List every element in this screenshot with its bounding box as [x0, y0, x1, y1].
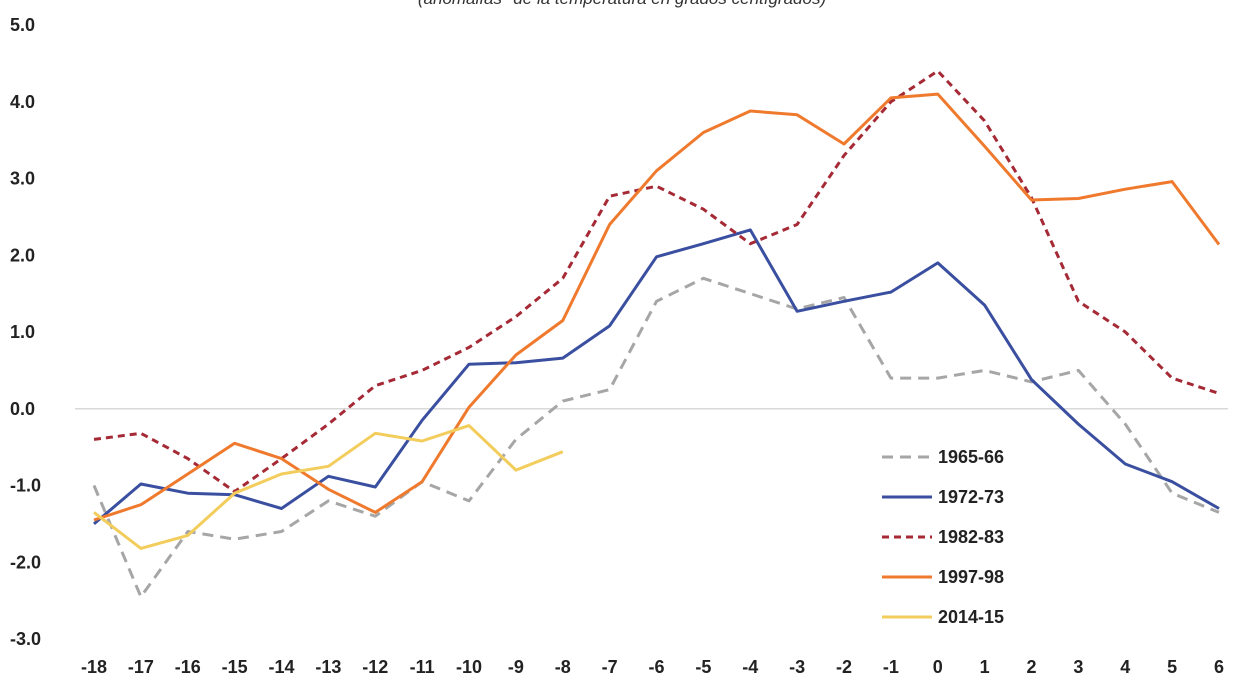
- x-tick-label: -10: [456, 657, 482, 677]
- y-tick-label: 2.0: [10, 245, 35, 265]
- chart-subtitle: (anomalías* de la temperatura en grados …: [418, 0, 826, 8]
- series-line-2014-15: [93, 424, 564, 550]
- x-tick-label: -12: [362, 657, 388, 677]
- x-axis-ticks: -18 -17 -16 -15 -14 -13 -12 -11 -10 -9 -8 -7 -6 -5 -4-…: [81, 657, 1224, 677]
- x-tick-label: -15: [222, 657, 248, 677]
- x-tick-label: -4: [742, 657, 758, 677]
- x-tick-label: -6: [648, 657, 664, 677]
- y-tick-label: 3.0: [10, 169, 35, 189]
- y-tick-label: -2.0: [10, 552, 41, 572]
- legend-label: 1972-73: [938, 487, 1004, 507]
- y-axis-ticks: 5.0 4.0 3.0 2.0 1.0 0.0 -1.0 -2.0 -3.0: [10, 15, 41, 649]
- x-tick-label: -13: [315, 657, 341, 677]
- legend-label: 1965-66: [938, 447, 1004, 467]
- series-line-1997-98: [93, 92, 1221, 522]
- x-tick-label: -5: [695, 657, 711, 677]
- series-line-1982-83: [93, 69, 1220, 494]
- x-tick-label: -11: [410, 657, 435, 677]
- x-tick-label: 0: [933, 657, 943, 677]
- x-tick-label: -8: [555, 657, 571, 677]
- x-tick-label: 2: [1026, 657, 1036, 677]
- x-tick-label: 3: [1073, 657, 1083, 677]
- x-tick-label: 6: [1214, 657, 1224, 677]
- y-tick-label: 4.0: [10, 92, 35, 112]
- series-lines: [92, 69, 1221, 599]
- x-tick-label: -9: [508, 657, 524, 677]
- x-tick-label: -18: [81, 657, 107, 677]
- x-tick-label: -17: [128, 657, 154, 677]
- x-tick-label: 1: [980, 657, 990, 677]
- y-tick-label: 0.0: [10, 399, 35, 419]
- y-tick-label: 5.0: [10, 15, 35, 35]
- y-tick-label: 1.0: [10, 322, 35, 342]
- series-line-1972-73: [93, 228, 1220, 526]
- x-tick-label: -7: [602, 657, 618, 677]
- x-tick-label: -16: [175, 657, 201, 677]
- x-tick-label: -3: [789, 657, 805, 677]
- legend-label: 2014-15: [938, 607, 1004, 627]
- x-tick-label: 5: [1167, 657, 1177, 677]
- legend-label: 1997-98: [938, 567, 1004, 587]
- x-tick-label: -1: [883, 657, 899, 677]
- x-tick-label: -2: [836, 657, 852, 677]
- legend: 1965-66 1972-73 1982-83 1997-98 2014-15: [882, 447, 1004, 627]
- legend-label: 1982-83: [938, 527, 1004, 547]
- x-tick-label: -14: [268, 657, 294, 677]
- y-tick-label: -1.0: [10, 476, 41, 496]
- y-tick-label: -3.0: [10, 629, 41, 649]
- series-line-1965-66: [92, 276, 1220, 599]
- x-tick-label: 4: [1120, 657, 1130, 677]
